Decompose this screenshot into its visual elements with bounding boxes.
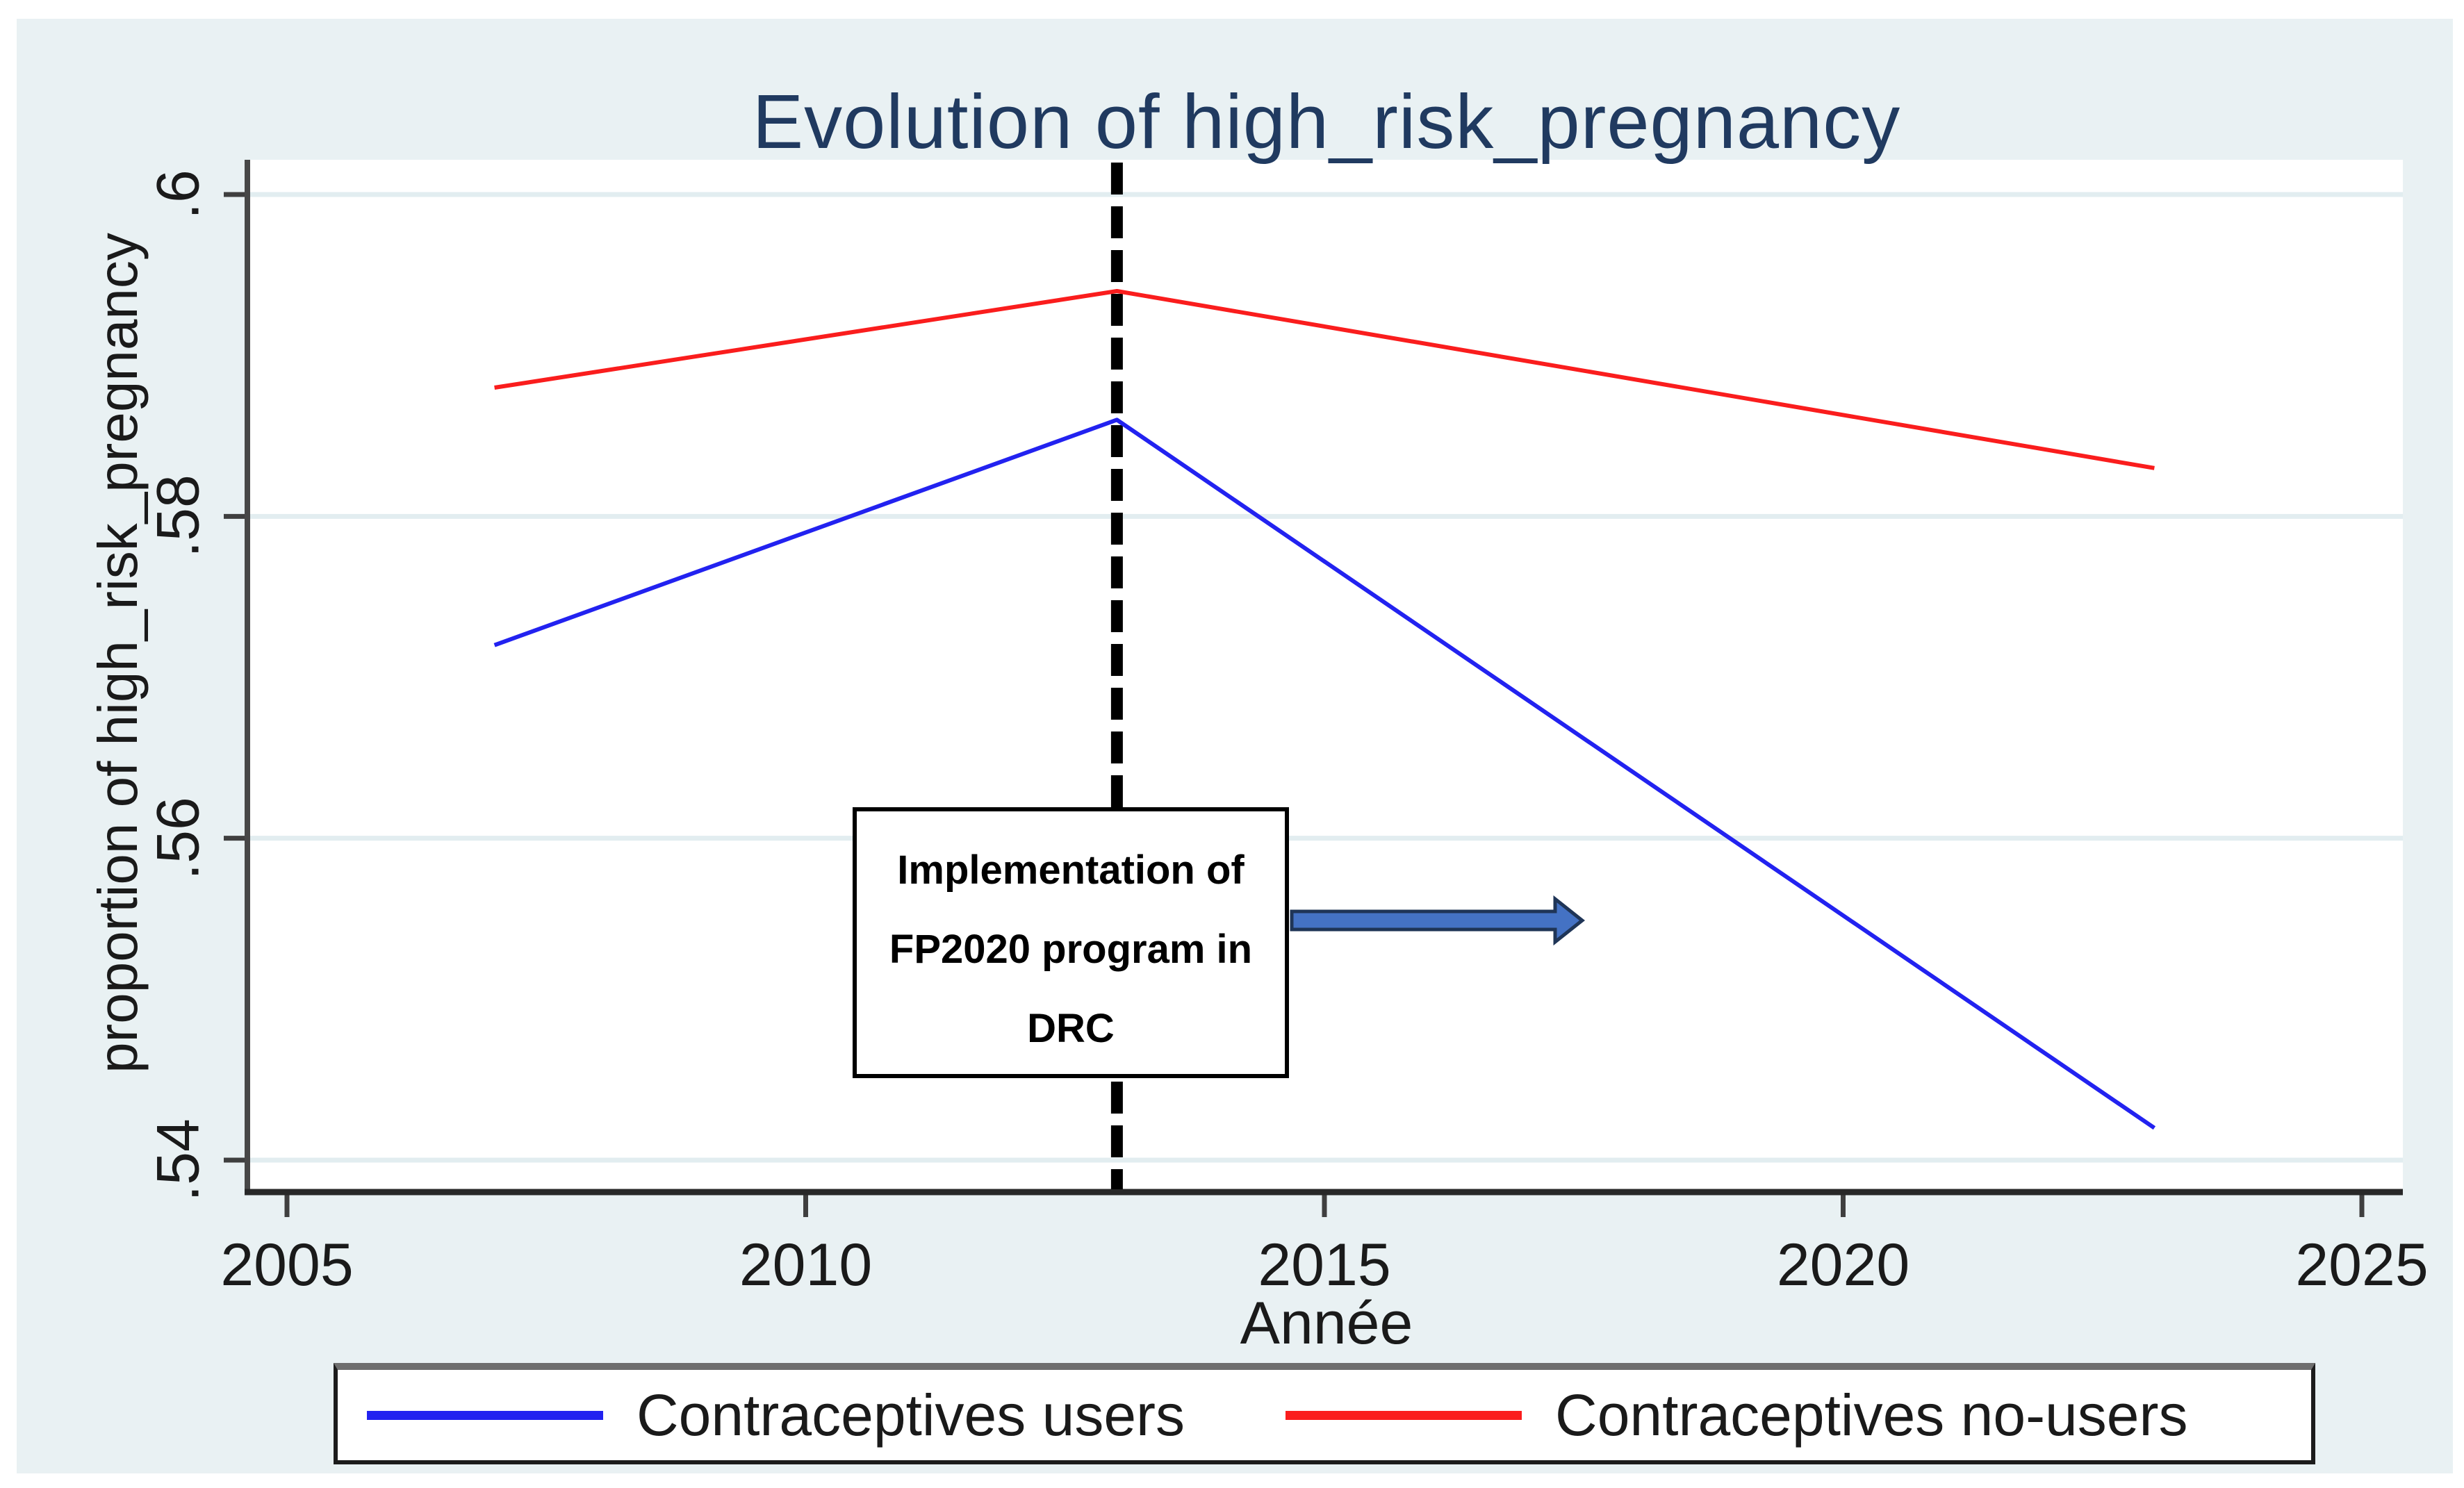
- series-line-users: [493, 418, 2156, 1130]
- legend-line-sample-users: [367, 1410, 603, 1420]
- chart-title: Evolution of high_risk_pregnancy: [752, 79, 1901, 165]
- x-axis-title: Année: [1240, 1290, 1413, 1357]
- annotation-textbox: Implementation of FP2020 program in DRC: [853, 807, 1289, 1078]
- x-tick-label-2020: 2020: [1776, 1232, 1910, 1298]
- legend: Contraceptives users Contraceptives no-u…: [334, 1363, 2315, 1464]
- x-tick-label-2015: 2015: [1258, 1232, 1391, 1298]
- annotation-line-2: FP2020 program in: [889, 927, 1253, 972]
- x-tick-label-2005: 2005: [220, 1232, 354, 1298]
- legend-label-users: Contraceptives users: [636, 1382, 1185, 1448]
- legend-label-no-users: Contraceptives no-users: [1555, 1382, 2188, 1448]
- plot-background: [250, 160, 2403, 1189]
- x-tick-label-2025: 2025: [2295, 1232, 2429, 1298]
- series-line-no-users: [494, 289, 2155, 470]
- annotation-line-3: DRC: [1027, 1006, 1115, 1051]
- right-arrow-shape: [1290, 895, 1586, 946]
- x-tick-label-2010: 2010: [739, 1232, 873, 1298]
- annotation-line-1: Implementation of: [897, 848, 1245, 893]
- legend-line-sample-no-users: [1286, 1410, 1522, 1420]
